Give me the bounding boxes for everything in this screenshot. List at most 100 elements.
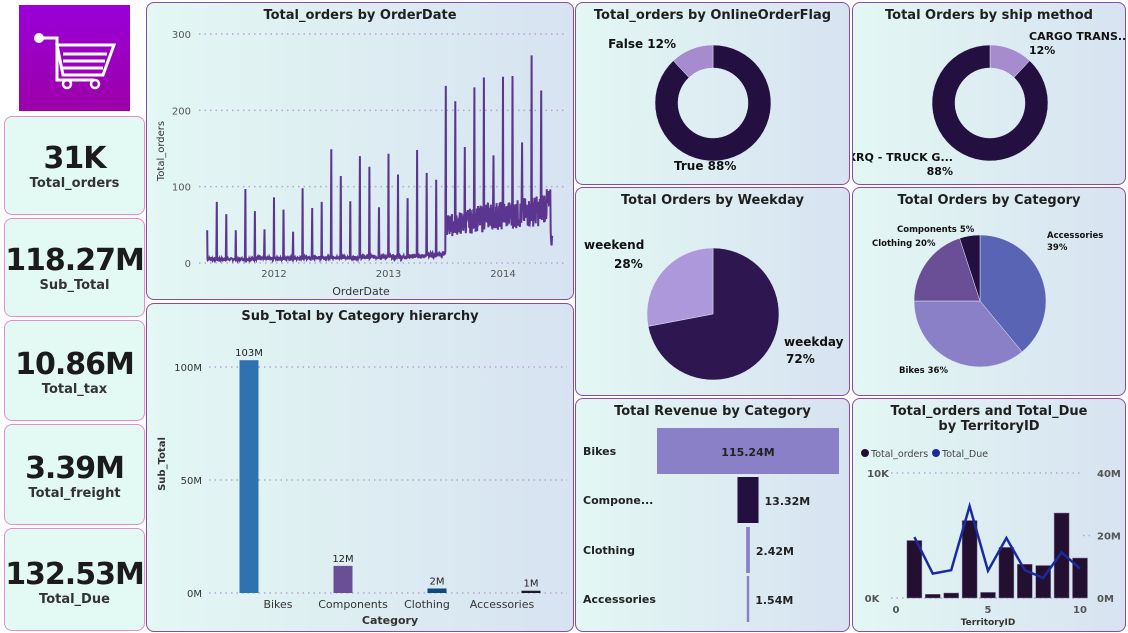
y-axis-title: Sub_Total (157, 437, 168, 491)
bar-bikes (239, 360, 259, 593)
chart-title: Total_orders by OrderDate (263, 8, 457, 23)
x-tick-label: 2013 (376, 269, 401, 280)
x-tick-label: Accessories (470, 598, 535, 611)
kpi-value: 132.53M (5, 557, 145, 592)
kpi-label: Total_orders (29, 176, 120, 191)
data-label: 12M (332, 554, 353, 565)
orders-by-date-chart[interactable]: 0 100 200 300 2012 2013 2014 OrderDate Total_ord… (146, 2, 574, 300)
data-label: 13.32M (765, 495, 811, 508)
right-y-tick: 40M (1097, 469, 1121, 480)
slice-label-accessories: 39% (1047, 243, 1068, 253)
weekday-pie[interactable]: weekday 72% weekend 28% Total Orders by Week… (575, 187, 850, 396)
data-label: 1M (524, 579, 539, 590)
slice-weekend (646, 247, 714, 327)
slice-name: Components (897, 225, 960, 235)
slice-label-accessories: Accessories (1047, 231, 1103, 241)
category-pie[interactable]: Accessories 39% Bikes 36% Clothing 20% Compo… (852, 187, 1126, 396)
slice-label-true: True 88% (674, 159, 736, 173)
y-tick-label: 0 (185, 259, 191, 270)
bar-territory-6 (998, 547, 1015, 599)
y-tick-label: 50M (181, 476, 202, 487)
online-flag-donut[interactable]: True 88% False 12% Total_orders by OnlineO… (575, 2, 850, 185)
y-tick-label: 0M (187, 589, 202, 600)
data-label: 103M (235, 348, 263, 359)
y-tick-label: 300 (172, 30, 191, 41)
slice-weekday (647, 247, 780, 381)
chart-title: Total Orders by Category (897, 193, 1081, 208)
bar-territory-9 (1053, 512, 1070, 599)
bar-territory-5 (980, 592, 996, 599)
right-y-tick: 0M (1097, 594, 1114, 605)
territory-combo-chart[interactable]: 10K 0K 0M 20M 40M 0 5 10 TerritoryID Total_orders… (852, 398, 1126, 632)
slice-label-xrq: XRQ - TRUCK G... (853, 151, 953, 164)
chart-canvas: weekday 72% weekend 28% (584, 238, 844, 381)
category-label: Compone... (583, 494, 653, 507)
bar-0 (657, 428, 839, 474)
data-label: 2.42M (756, 545, 794, 558)
category-label: Bikes (583, 445, 617, 458)
chart-canvas: True 88% False 12% (608, 37, 772, 173)
chart-title: Total_orders and Total_Due by TerritoryI… (890, 404, 1088, 434)
x-tick-label: Clothing (404, 598, 450, 611)
x-tick-label: 5 (985, 605, 992, 616)
slice-pct-weekday: 72% (786, 352, 815, 366)
kpi-value: 118.27M (5, 243, 145, 278)
slice-accessories (979, 234, 1047, 353)
right-y-tick: 20M (1097, 532, 1121, 543)
slice-pct-weekend: 28% (614, 257, 643, 271)
data-label: 115.24M (721, 446, 774, 459)
legend-total-orders: Total_orders (870, 449, 928, 460)
subtotal-by-category-chart[interactable]: 0M 50M 100M 103M Bikes 12M Components 2M Clothin… (146, 303, 574, 632)
bar-territory-10 (1072, 557, 1088, 599)
x-axis-title: TerritoryID (961, 618, 1016, 628)
chart-canvas: CARGO TRANS...12% XRQ - TRUCK G...88% (853, 30, 1125, 178)
slice-false (672, 44, 714, 78)
bar-territory-2 (925, 594, 941, 599)
slice-components (959, 234, 981, 302)
left-y-tick: 10K (867, 469, 890, 480)
kpi-value: 10.86M (15, 347, 135, 382)
bar-2 (746, 527, 750, 573)
chart-title: Sub_Total by Category hierarchy (241, 309, 479, 324)
chart-title: Total Orders by ship method (885, 8, 1093, 23)
data-label: 1.54M (755, 594, 793, 607)
slice-label-weekend: weekend (584, 238, 644, 252)
chart-canvas: 10K 0K 0M 20M 40M 0 5 10 TerritoryID Total_orders… (861, 449, 1121, 628)
bar-accessories (521, 590, 541, 593)
kpi-value: 31K (43, 141, 107, 176)
y-tick-label: 100 (172, 183, 191, 194)
kpi-label: Total_freight (28, 486, 121, 501)
x-tick-label: Bikes (263, 598, 292, 611)
slice-label-components: Components 5% (897, 225, 975, 235)
chart-title: Total Orders by Weekday (621, 193, 804, 208)
legend-total-due: Total_Due (941, 449, 988, 460)
slice-true (654, 44, 772, 162)
slice-pct: 5% (960, 225, 975, 235)
legend-marker-total-orders (861, 449, 869, 457)
slice-name: Bikes (899, 366, 928, 376)
slice-label-clothing: Clothing 20% (872, 239, 936, 249)
slice-clothing (913, 237, 981, 302)
slice-label-weekday: weekday (784, 335, 844, 349)
chart-canvas: Bikes 115.24M Compone... 13.32M Clothing 2.42… (583, 428, 839, 622)
kpi-label: Total_Due (39, 592, 110, 607)
kpi-label: Total_tax (41, 382, 108, 397)
revenue-by-category-chart[interactable]: Bikes 115.24M Compone... 13.32M Clothing 2.42… (575, 398, 850, 632)
x-axis-title: Category (362, 614, 418, 627)
kpi-value: 3.39M (25, 451, 125, 486)
category-label: Clothing (583, 544, 635, 557)
orders-line (206, 55, 554, 265)
bar-clothing (427, 588, 447, 593)
y-tick-label: 100M (174, 363, 202, 374)
bar-components (333, 565, 353, 593)
slice-xrq-truck-g- (931, 44, 1049, 162)
chart-title: Total Revenue by Category (614, 404, 811, 419)
slice-label-false: False 12% (608, 37, 676, 51)
slice-pct-xrq: 88% (927, 165, 953, 178)
total-due-line (913, 501, 1081, 580)
bar-1 (737, 477, 759, 523)
ship-method-donut[interactable]: CARGO TRANS... 12% XRQ - TRUCK G... 88% Tota… (852, 2, 1126, 185)
slice-pct-cargo: 12% (1029, 44, 1055, 57)
slice-bikes (913, 300, 1023, 368)
kpi-card-total-freight: 3.39M Total_freight (4, 424, 145, 525)
